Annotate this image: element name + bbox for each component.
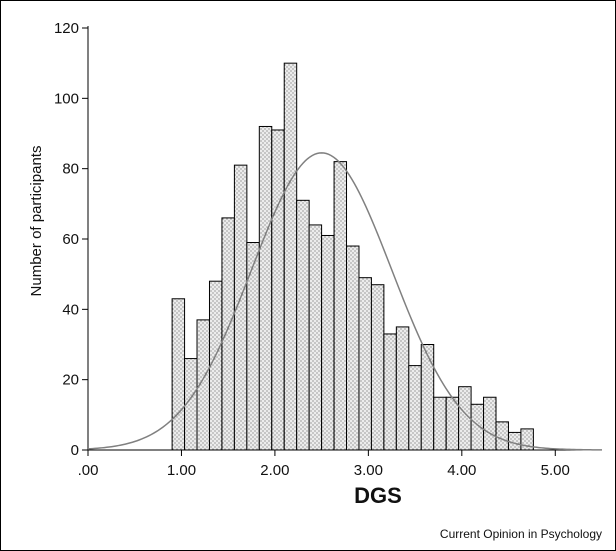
histogram-bar [420,344,435,451]
x-tick-label: 4.00 [447,462,476,479]
bars-group [171,62,534,451]
histogram-bar [258,125,273,451]
histogram-bar [507,431,522,451]
histogram-bar [296,199,310,451]
histogram-bar [408,365,422,451]
histogram-bar [283,62,298,451]
histogram-bar [346,245,360,451]
x-tick-label: .00 [78,462,99,479]
histogram-bar [483,396,497,451]
y-tick-label: 60 [62,231,79,248]
y-tick-label: 0 [71,442,79,459]
x-tick-label: 5.00 [541,462,570,479]
source-note: Current Opinion in Psychology [439,527,602,541]
y-tick-label: 20 [62,372,79,389]
histogram-bar [370,284,385,451]
histogram-bar [246,242,260,451]
histogram-bar [395,326,410,451]
histogram-bar [171,298,186,451]
histogram-bar [333,161,348,451]
histogram-bar [495,421,509,451]
normal-curve [87,152,603,451]
histogram-bar [308,224,323,451]
x-axis-title: DGS [354,483,402,508]
x-tick-label: 2.00 [260,462,289,479]
histogram-bar [358,277,372,451]
histogram-bar [470,403,485,451]
histogram-bar [208,280,223,451]
y-axis-title: Number of participants [28,146,45,297]
histogram-bar [433,396,447,451]
histogram-bar [383,333,397,451]
histogram-bar [445,396,460,451]
y-tick-label: 100 [54,90,79,107]
y-tick-label: 40 [62,301,79,318]
y-tick-label: 80 [62,161,79,178]
x-tick-label: 1.00 [167,462,196,479]
histogram-bar [221,217,235,451]
histogram-bar [321,234,335,451]
axes-group: 0 20 40 60 80 100 120 .00 1.00 2.00 3.00 4.00 5.00 [54,20,602,479]
histogram-bar [271,129,285,451]
y-tick-label: 120 [54,20,79,37]
x-tick-label: 3.00 [354,462,383,479]
